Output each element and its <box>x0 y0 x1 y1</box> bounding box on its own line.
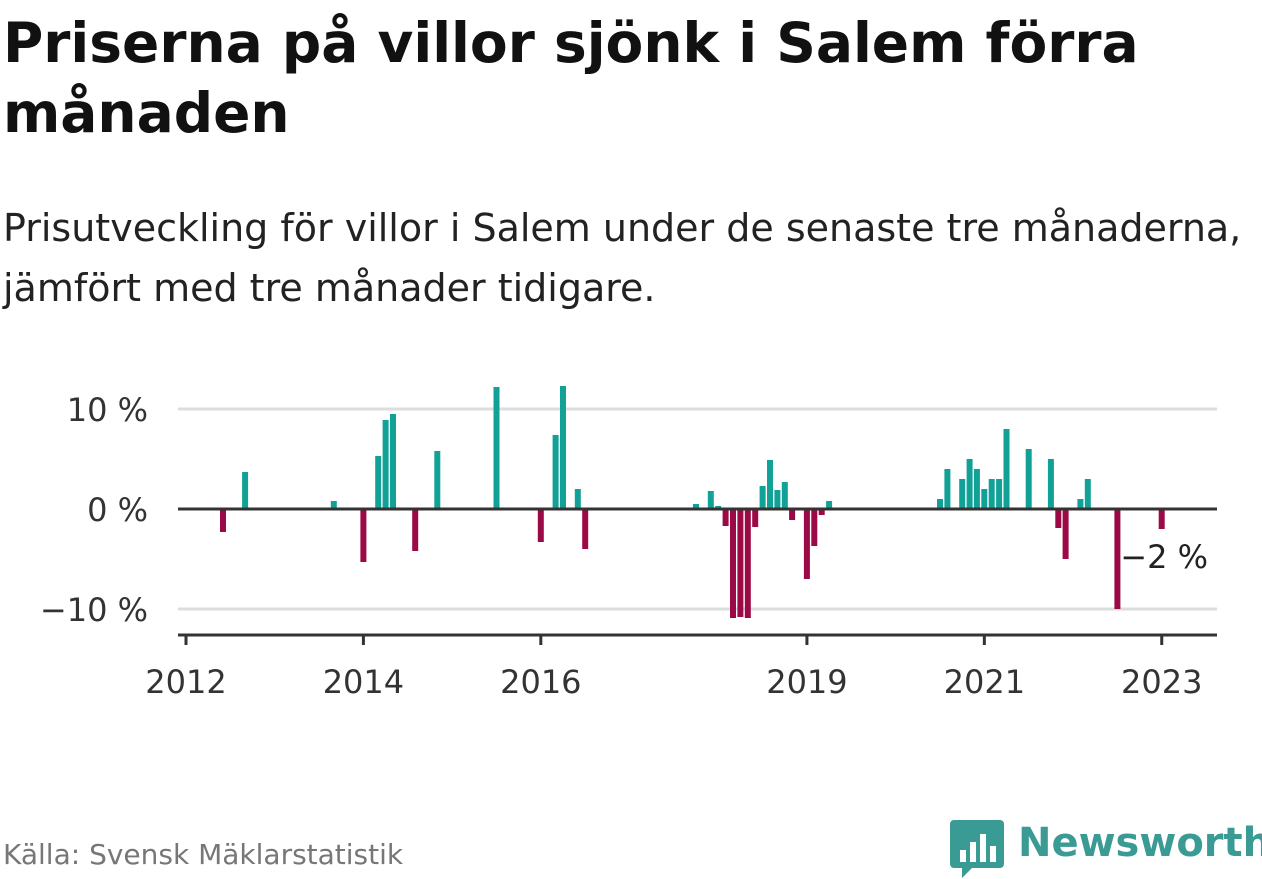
bar <box>493 387 500 509</box>
bar-chart: −10 % 0 % 10 % 2012 2014 2016 2019 2021 2023 −2 % <box>40 386 1217 700</box>
chart-title: Priserna på villor sjönk i Salem förra m… <box>3 11 1139 145</box>
bar <box>707 491 714 509</box>
newsworthy-logo-icon <box>950 820 1004 878</box>
bar <box>737 509 744 617</box>
bar <box>1062 509 1069 559</box>
bar <box>811 509 818 546</box>
bar <box>826 501 833 509</box>
bar <box>767 460 773 509</box>
bar <box>1084 479 1091 509</box>
axis-labels: −10 % 0 % 10 % 2012 2014 2016 2019 2021 2023 −2 % <box>40 391 1208 700</box>
x-tick-label: 2014 <box>323 663 404 700</box>
bar <box>434 451 441 509</box>
bar <box>574 489 581 509</box>
bar <box>981 489 988 509</box>
bar <box>382 420 389 509</box>
newsworthy-logo-text: Newsworthy <box>1018 820 1262 866</box>
bar <box>730 509 736 618</box>
bar <box>1025 449 1032 509</box>
bar <box>759 486 766 509</box>
grid-lines <box>178 407 1217 611</box>
bars <box>220 386 1165 618</box>
bar <box>818 509 825 515</box>
bar <box>1114 509 1121 609</box>
bar <box>1047 459 1054 509</box>
bar <box>774 490 781 509</box>
bar <box>973 469 980 509</box>
bar <box>1158 509 1165 529</box>
bar <box>781 482 788 509</box>
bar <box>390 414 396 509</box>
bar <box>789 509 796 520</box>
bar <box>537 509 544 542</box>
bar <box>752 509 759 527</box>
axes <box>178 507 1217 645</box>
bar <box>375 456 382 509</box>
chart-subtitle: Prisutveckling för villor i Salem under … <box>3 206 1242 310</box>
bar <box>330 501 337 509</box>
bar <box>966 459 973 509</box>
bar <box>360 509 367 562</box>
bar <box>988 479 995 509</box>
source-note: Källa: Svensk Mäklarstatistik <box>3 838 404 871</box>
bar <box>1055 509 1062 528</box>
bar <box>944 469 951 509</box>
x-tick-label: 2021 <box>944 663 1025 700</box>
latest-value-annotation: −2 % <box>1120 538 1208 576</box>
y-tick-label: 0 % <box>87 491 148 529</box>
bar <box>996 479 1003 509</box>
bar <box>552 435 559 509</box>
x-tick-label: 2012 <box>145 663 226 700</box>
bar <box>582 509 589 549</box>
bar <box>412 509 419 551</box>
bar <box>220 509 226 532</box>
y-tick-label: 10 % <box>67 391 148 429</box>
bar <box>1077 499 1084 509</box>
bar <box>803 509 810 579</box>
x-tick-label: 2023 <box>1121 663 1202 700</box>
bar <box>937 499 943 509</box>
bar <box>722 509 729 526</box>
y-tick-label: −10 % <box>40 591 148 629</box>
bar <box>959 479 966 509</box>
bar <box>560 386 566 509</box>
x-tick-label: 2016 <box>500 663 581 700</box>
bar <box>744 509 751 618</box>
bar <box>693 504 699 509</box>
bar <box>1003 429 1010 509</box>
x-tick-label: 2019 <box>766 663 847 700</box>
bar <box>242 472 249 509</box>
